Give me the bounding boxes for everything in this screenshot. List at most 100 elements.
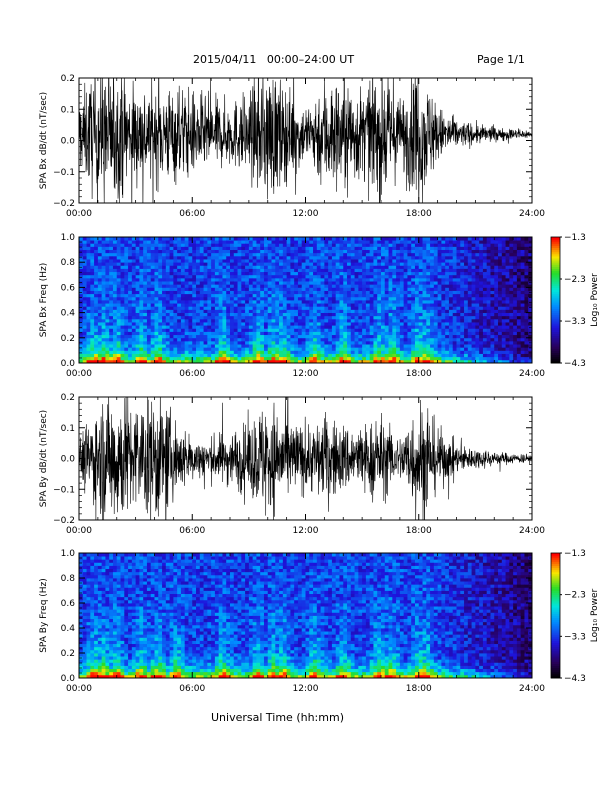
- spectrogram-cell: [490, 344, 495, 348]
- spectrogram-cell: [237, 328, 242, 332]
- spectrogram-cell: [498, 284, 503, 288]
- spectrogram-cell: [203, 356, 208, 361]
- spectrogram-cell: [381, 268, 386, 273]
- spectrogram-cell: [188, 350, 193, 354]
- spectrogram-cell: [426, 325, 431, 329]
- spectrogram-cell: [97, 284, 103, 288]
- spectrogram-cell: [263, 293, 269, 298]
- spectrogram-cell: [350, 271, 355, 276]
- spectrogram-cell: [433, 284, 439, 288]
- spectrogram-cell: [86, 359, 91, 364]
- spectrogram-cell: [79, 243, 84, 247]
- spectrogram-cell: [305, 350, 310, 354]
- spectrogram-cell: [358, 334, 363, 339]
- spectrogram-cell: [516, 331, 522, 336]
- spectrogram-cell: [271, 259, 276, 263]
- spectrogram-cell: [324, 318, 329, 323]
- spectrogram-cell: [524, 243, 529, 247]
- spectrogram-cell: [214, 350, 220, 354]
- spectrogram-cell: [328, 309, 333, 313]
- spectrogram-cell: [162, 274, 167, 279]
- spectrogram-cell: [513, 265, 518, 269]
- spectrogram-cell: [418, 296, 423, 301]
- spectrogram-cell: [381, 322, 386, 326]
- spectrogram-cell: [290, 246, 295, 250]
- spectrogram-cell: [184, 240, 189, 244]
- spectrogram-cell: [369, 268, 374, 273]
- spectrogram-cell: [309, 353, 314, 358]
- spectrogram-cell: [467, 347, 472, 351]
- spectrogram-cell: [290, 318, 295, 323]
- spectrogram-cell: [422, 287, 427, 291]
- spectrogram-cell: [260, 293, 265, 298]
- spectrogram-cell: [396, 325, 401, 329]
- spectrogram-cell: [464, 334, 469, 339]
- spectrogram-cell: [479, 340, 484, 345]
- spectrogram-cell: [211, 296, 216, 301]
- spectrogram-cell: [452, 290, 457, 295]
- spectrogram-cell: [233, 328, 238, 332]
- spectrogram-cell: [248, 318, 254, 323]
- spectrogram-cell: [528, 287, 533, 291]
- spectrogram-cell: [456, 347, 461, 351]
- spectrogram-cell: [124, 318, 129, 323]
- spectrogram-cell: [414, 265, 420, 269]
- spectrogram-cell: [192, 303, 197, 307]
- spectrogram-cell: [501, 328, 506, 332]
- spectrogram-cell: [97, 303, 103, 307]
- spectrogram-cell: [82, 262, 87, 266]
- spectrogram-cell: [101, 284, 106, 288]
- spectrogram-cell: [260, 359, 265, 364]
- spectrogram-cell: [350, 356, 355, 361]
- spectrogram-cell: [335, 356, 340, 361]
- spectrogram-cell: [384, 259, 389, 263]
- spectrogram-cell: [199, 312, 204, 317]
- spectrogram-cell: [441, 325, 446, 329]
- spectrogram-cell: [282, 325, 288, 329]
- spectrogram-cell: [297, 290, 303, 295]
- spectrogram-cell: [158, 240, 163, 244]
- spectrogram-cell: [301, 303, 306, 307]
- spectrogram-cell: [282, 356, 288, 361]
- spectrogram-cell: [339, 306, 344, 310]
- spectrogram-cell: [509, 340, 514, 345]
- spectrogram-cell: [456, 281, 461, 285]
- spectrogram-cell: [403, 296, 408, 301]
- spectrogram-cell: [301, 328, 306, 332]
- spectrogram-cell: [230, 293, 235, 298]
- spectrogram-cell: [471, 249, 476, 254]
- spectrogram-cell: [396, 312, 401, 317]
- spectrogram-cell: [177, 353, 182, 358]
- spectrogram-cell: [226, 296, 231, 301]
- spectrogram-cell: [184, 315, 189, 320]
- spectrogram-cell: [139, 322, 144, 326]
- spectrogram-cell: [241, 315, 246, 320]
- spectrogram-cell: [135, 356, 140, 361]
- spectrogram-cell: [294, 277, 299, 282]
- spectrogram-cell: [524, 262, 529, 266]
- spectrogram-cell: [120, 306, 125, 310]
- spectrogram-cell: [505, 255, 510, 260]
- spectrogram-cell: [165, 356, 170, 361]
- spectrogram-cell: [494, 350, 499, 354]
- spectrogram-cell: [192, 312, 197, 317]
- spectrogram-cell: [105, 281, 110, 285]
- spectrogram-cell: [245, 318, 250, 323]
- spectrogram-cell: [124, 255, 129, 260]
- spectrogram-cell: [290, 293, 295, 298]
- spectrogram-cell: [362, 337, 367, 342]
- spectrogram-cell: [135, 300, 140, 304]
- spectrogram-cell: [324, 284, 329, 288]
- spectrogram-cell: [263, 325, 269, 329]
- spectrogram-cell: [86, 344, 91, 348]
- spectrogram-cell: [365, 237, 371, 241]
- spectrogram-cell: [101, 246, 106, 250]
- spectrogram-cell: [214, 331, 220, 336]
- spectrogram-cell: [411, 240, 416, 244]
- spectrogram-cell: [188, 240, 193, 244]
- spectrogram-cell: [211, 268, 216, 273]
- spectrogram-cell: [381, 243, 386, 247]
- spectrogram-cell: [452, 312, 457, 317]
- spectrogram-cell: [124, 315, 129, 320]
- spectrogram-cell: [422, 322, 427, 326]
